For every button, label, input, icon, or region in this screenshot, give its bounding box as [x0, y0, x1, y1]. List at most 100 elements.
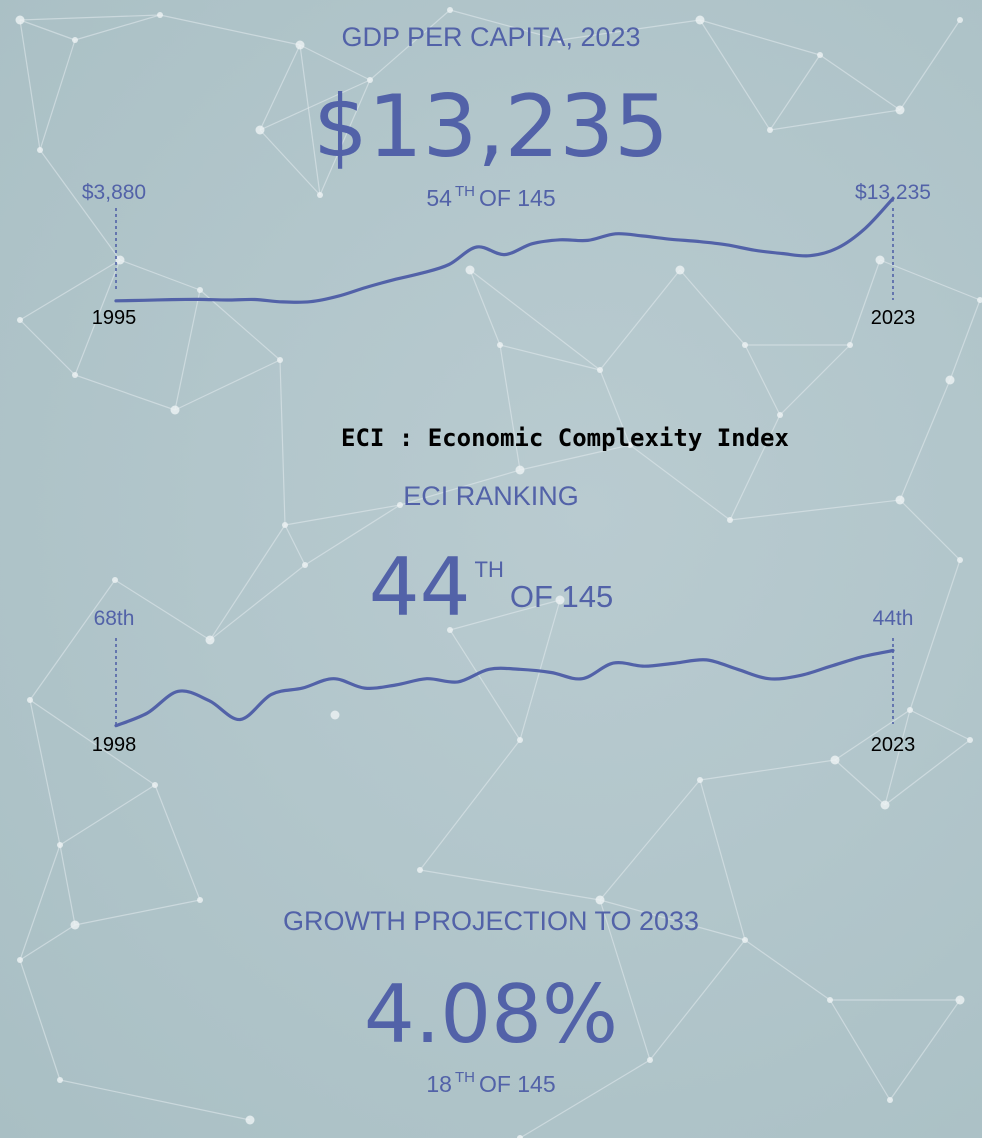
eci-start-value-label: 68th	[94, 607, 135, 630]
network-node	[277, 357, 283, 363]
network-node	[742, 342, 748, 348]
gdp-rank-number: 54	[426, 185, 452, 211]
network-line	[74, 14, 161, 41]
network-line	[19, 19, 41, 151]
network-line	[19, 19, 76, 41]
network-line	[19, 924, 76, 961]
network-line	[879, 259, 981, 301]
network-node	[957, 557, 963, 563]
network-node	[27, 697, 33, 703]
network-node	[875, 255, 885, 265]
network-line	[19, 14, 161, 21]
network-line	[769, 109, 901, 131]
eci-definition-note: ECI : Economic Complexity Index	[341, 424, 789, 452]
network-line	[519, 444, 631, 471]
network-line	[449, 629, 521, 741]
network-line	[74, 259, 121, 376]
network-node	[777, 412, 783, 418]
network-node	[977, 297, 982, 303]
network-node	[695, 15, 705, 25]
eci-end-year-label: 2023	[871, 734, 916, 756]
gdp-end-year-label: 2023	[871, 307, 916, 329]
network-line	[59, 844, 76, 926]
network-node	[945, 375, 955, 385]
network-node	[282, 522, 288, 528]
network-line	[19, 844, 61, 961]
network-node	[112, 577, 118, 583]
growth-title: GROWTH PROJECTION TO 2033	[282, 906, 700, 936]
network-node	[302, 562, 308, 568]
network-node	[447, 7, 453, 13]
network-line	[819, 54, 901, 111]
network-line	[849, 259, 881, 346]
network-line	[899, 379, 951, 501]
network-node	[767, 127, 773, 133]
network-node	[827, 997, 833, 1003]
eci-end-value-label: 44th	[873, 607, 914, 630]
network-node	[887, 1097, 893, 1103]
network-line	[949, 299, 981, 381]
network-node	[697, 777, 703, 783]
network-line	[174, 359, 281, 411]
network-node	[675, 265, 685, 275]
growth-rank-of: OF 145	[478, 1071, 556, 1097]
network-line	[284, 504, 401, 526]
network-line	[909, 559, 961, 711]
network-node	[830, 755, 840, 765]
network-node	[295, 40, 305, 50]
network-node	[907, 707, 913, 713]
gdp-title: GDP PER CAPITA, 2023	[341, 22, 641, 52]
network-line	[449, 9, 561, 41]
growth-rank-suffix: TH	[454, 1069, 475, 1086]
network-node	[597, 367, 603, 373]
network-node	[57, 1077, 63, 1083]
network-line	[499, 344, 521, 471]
network-node	[152, 782, 158, 788]
network-line	[559, 19, 701, 41]
network-line	[899, 19, 961, 111]
gdp-series-line	[114, 196, 895, 304]
network-line	[699, 19, 821, 56]
network-node	[595, 895, 605, 905]
network-line	[74, 374, 176, 411]
network-line	[59, 784, 156, 846]
network-node	[157, 12, 163, 18]
network-line	[519, 1059, 651, 1138]
network-line	[279, 359, 286, 526]
network-line	[59, 1079, 251, 1121]
network-line	[889, 999, 961, 1101]
network-node	[817, 52, 823, 58]
network-node	[330, 710, 340, 720]
eci-rank: 44 THOF 145	[0, 548, 982, 628]
network-line	[19, 319, 76, 376]
network-line	[834, 709, 911, 761]
network-node	[245, 1115, 255, 1125]
network-line	[159, 14, 301, 46]
network-node	[197, 897, 203, 903]
network-node	[880, 800, 890, 810]
network-line	[39, 39, 76, 151]
network-line	[299, 44, 321, 196]
network-node	[517, 737, 523, 743]
network-line	[259, 79, 371, 131]
network-node	[197, 287, 203, 293]
network-line	[419, 869, 601, 901]
network-line	[259, 129, 321, 196]
network-node	[515, 465, 525, 475]
network-line	[679, 269, 746, 346]
network-node	[895, 495, 905, 505]
network-line	[899, 499, 961, 561]
network-line	[319, 79, 371, 196]
network-line	[29, 579, 116, 701]
network-line	[19, 259, 121, 321]
network-node	[727, 517, 733, 523]
network-node	[367, 77, 373, 83]
network-line	[599, 899, 746, 941]
network-node	[955, 995, 965, 1005]
gdp-value: $13,235	[313, 77, 669, 177]
gdp-start-value-label: $3,880	[82, 181, 146, 204]
gdp-rank-suffix: TH	[454, 183, 475, 200]
gdp-start-year-label: 1995	[92, 307, 137, 329]
gdp-rank: 54 TH OF 145	[0, 183, 982, 212]
eci-rank-of: OF 145	[509, 579, 614, 614]
